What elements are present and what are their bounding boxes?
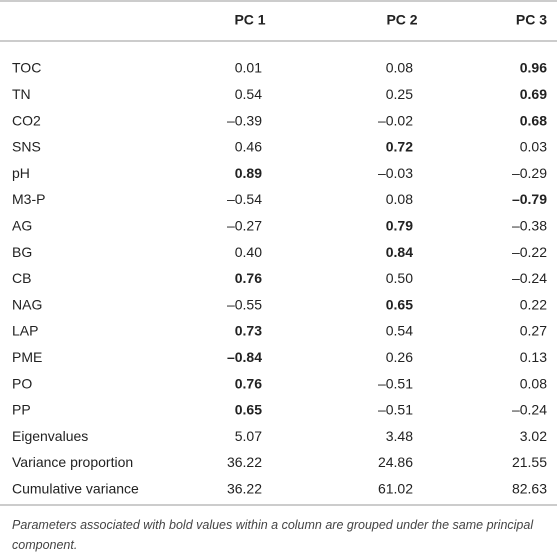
cell: 0.22 xyxy=(520,296,547,312)
row-label: NAG xyxy=(12,296,42,312)
row-label: CO2 xyxy=(12,112,41,128)
cell: 0.54 xyxy=(235,86,262,102)
cell: –0.29 xyxy=(512,165,547,181)
cell: 0.76 xyxy=(235,375,262,391)
row-label: pH xyxy=(12,165,30,181)
cell: 0.84 xyxy=(386,244,413,260)
cell: 0.26 xyxy=(386,349,413,365)
cell: 0.40 xyxy=(235,244,262,260)
row-label: TN xyxy=(12,86,31,102)
row-label: Cumulative variance xyxy=(12,481,139,497)
row-label: BG xyxy=(12,244,32,260)
cell: –0.27 xyxy=(227,218,262,234)
cell: 0.89 xyxy=(235,165,262,181)
column-header: PC 3 xyxy=(516,12,547,28)
cell: 0.69 xyxy=(520,86,547,102)
row-label: Variance proportion xyxy=(12,454,133,470)
row-label: Eigenvalues xyxy=(12,428,88,444)
cell: 0.08 xyxy=(386,60,413,76)
column-header: PC 1 xyxy=(234,12,265,28)
cell: 0.01 xyxy=(235,60,262,76)
cell: –0.24 xyxy=(512,402,547,418)
cell: –0.55 xyxy=(227,296,262,312)
cell: –0.38 xyxy=(512,218,547,234)
cell: –0.79 xyxy=(512,191,547,207)
cell: 0.76 xyxy=(235,270,262,286)
row-label: TOC xyxy=(12,60,41,76)
row-label: PO xyxy=(12,375,32,391)
cell: 82.63 xyxy=(512,481,547,497)
cell: 0.68 xyxy=(520,112,547,128)
cell: 0.27 xyxy=(520,323,547,339)
cell: 24.86 xyxy=(378,454,413,470)
cell: 0.50 xyxy=(386,270,413,286)
row-label: CB xyxy=(12,270,31,286)
cell: 36.22 xyxy=(227,454,262,470)
cell: 0.08 xyxy=(520,375,547,391)
column-header: PC 2 xyxy=(386,12,417,28)
row-label: SNS xyxy=(12,139,41,155)
row-label: PP xyxy=(12,402,31,418)
row-label: AG xyxy=(12,218,32,234)
cell: –0.22 xyxy=(512,244,547,260)
cell: 5.07 xyxy=(235,428,262,444)
cell: 3.48 xyxy=(386,428,413,444)
table: PC 1 PC 2 PC 3 TOC 0.01 0.08 0.96 TN 0.54 0.25 0.6… xyxy=(0,0,557,506)
cell: 0.03 xyxy=(520,139,547,155)
cell: 0.46 xyxy=(235,139,262,155)
cell: 0.72 xyxy=(386,139,413,155)
cell: 0.25 xyxy=(386,86,413,102)
cell: –0.02 xyxy=(378,112,413,128)
cell: 36.22 xyxy=(227,481,262,497)
cell: –0.03 xyxy=(378,165,413,181)
row-label: M3-P xyxy=(12,191,45,207)
cell: 0.79 xyxy=(386,218,413,234)
cell: 21.55 xyxy=(512,454,547,470)
cell: 0.73 xyxy=(235,323,262,339)
cell: –0.54 xyxy=(227,191,262,207)
cell: 0.65 xyxy=(386,296,413,312)
cell: 61.02 xyxy=(378,481,413,497)
footnote: Parameters associated with bold values w… xyxy=(12,518,534,552)
cell: 0.65 xyxy=(235,402,262,418)
cell: 0.13 xyxy=(520,349,547,365)
cell: –0.24 xyxy=(512,270,547,286)
cell: 0.54 xyxy=(386,323,413,339)
cell: 0.96 xyxy=(520,60,547,76)
cell: 0.08 xyxy=(386,191,413,207)
row-label: LAP xyxy=(12,323,38,339)
cell: –0.51 xyxy=(378,375,413,391)
cell: –0.84 xyxy=(227,349,262,365)
cell: –0.51 xyxy=(378,402,413,418)
cell: –0.39 xyxy=(227,112,262,128)
cell: 3.02 xyxy=(520,428,547,444)
row-label: PME xyxy=(12,349,42,365)
